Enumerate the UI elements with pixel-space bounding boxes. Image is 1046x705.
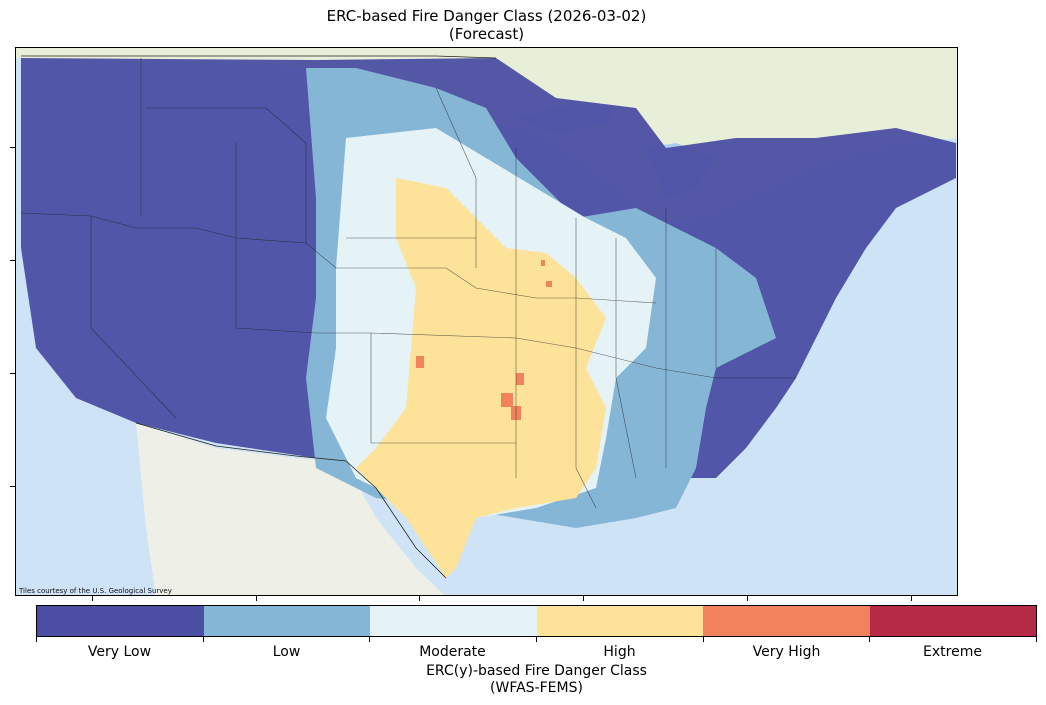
colorbar-tick <box>369 637 370 642</box>
colorbar-label-extreme: Extreme <box>923 644 982 660</box>
x-axis-tick <box>256 596 257 601</box>
colorbar-segment-extreme <box>869 606 1036 636</box>
x-axis-tick <box>419 596 420 601</box>
colorbar-label-low: Low <box>272 644 301 660</box>
x-axis-tick <box>911 596 912 601</box>
very-high-patch <box>501 393 513 407</box>
very-high-patch <box>546 281 552 287</box>
y-axis-tick <box>10 486 15 487</box>
colorbar-subtitle: (WFAS-FEMS) <box>490 680 583 696</box>
x-axis-tick <box>747 596 748 601</box>
state-boundaries <box>20 58 796 509</box>
colorbar-label-very-low: Very Low <box>87 644 152 660</box>
colorbar-label-high: High <box>603 644 636 660</box>
very-high-patch <box>516 373 524 385</box>
x-axis-tick <box>92 596 93 601</box>
mexico-land <box>136 423 444 595</box>
colorbar-title: ERC(y)-based Fire Danger Class <box>426 663 647 679</box>
y-axis-tick <box>10 260 15 261</box>
map-panel <box>15 47 958 596</box>
colorbar-tick <box>703 637 704 642</box>
y-axis-tick <box>10 147 15 148</box>
colorbar-tick <box>36 637 37 642</box>
colorbar-tick <box>869 637 870 642</box>
colorbar-tick <box>536 637 537 642</box>
colorbar-segment-very-low <box>37 606 204 636</box>
colorbar-segment-high <box>536 606 703 636</box>
y-axis-tick <box>10 373 15 374</box>
colorbar-label-moderate: Moderate <box>419 644 486 660</box>
colorbar-segment-low <box>203 606 370 636</box>
colorbar-label-very-high: Very High <box>752 644 821 660</box>
colorbar-segment-very-high <box>703 606 870 636</box>
very-high-patch <box>541 260 545 266</box>
fire-danger-regions <box>21 58 956 578</box>
fire-danger-map <box>16 48 957 595</box>
x-axis-tick <box>583 596 584 601</box>
colorbar-tick <box>203 637 204 642</box>
high-region <box>356 178 606 578</box>
country-border <box>21 55 497 579</box>
very-high-patch <box>416 356 424 368</box>
colorbar <box>36 605 1037 637</box>
colorbar-segment-moderate <box>370 606 537 636</box>
colorbar-tick <box>1036 637 1037 642</box>
map-attribution: Tiles courtesy of the U.S. Geological Su… <box>19 587 172 595</box>
map-title: ERC-based Fire Danger Class (2026-03-02) <box>326 7 647 25</box>
map-subtitle: (Forecast) <box>448 25 525 43</box>
